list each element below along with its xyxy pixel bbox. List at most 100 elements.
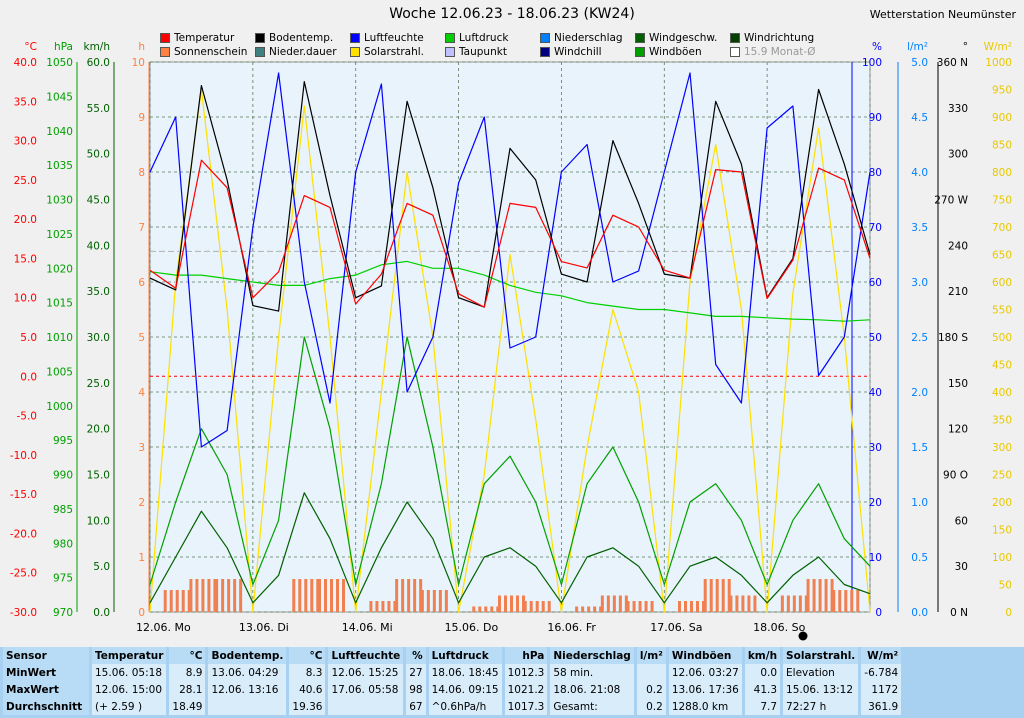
axis-tick-label: 350 (992, 415, 1012, 427)
sunshine-bar (812, 579, 816, 612)
axis-tick-label: 0 (875, 607, 882, 619)
sunshine-bar (381, 601, 385, 612)
axis-tick-label: 90 O (943, 470, 968, 482)
stats-value: 98 (406, 681, 429, 698)
sunshine-bar (227, 579, 231, 612)
legend-swatch (635, 46, 645, 57)
stats-cell: Gesamt: (550, 698, 637, 715)
axis-tick-label: 45.0 (87, 195, 110, 207)
axis-tick-label: 330 (948, 103, 968, 115)
stats-cell: 12.06. 15:00 (92, 681, 170, 698)
sunshine-bar (678, 601, 681, 612)
axis-tick-label: 50 (869, 332, 882, 344)
axis-tick-label: 0 (138, 607, 145, 619)
axis-tick-label: 1050 (46, 57, 73, 69)
axis-tick-label: 150 (992, 525, 1012, 537)
sunshine-bar (375, 601, 379, 612)
stats-value: 1012.3 (504, 664, 551, 681)
sunshine-bar (702, 601, 705, 612)
sunshine-bar (786, 595, 790, 612)
axis-tick-label: 1000 (46, 401, 73, 413)
legend-label: Bodentemp. (269, 31, 334, 44)
stats-cell: Elevation (783, 664, 862, 681)
sunshine-bar (741, 595, 745, 612)
axis-tick-label: 4.5 (911, 112, 928, 124)
legend-swatch (445, 32, 455, 43)
axis-tick-label: 600 (992, 277, 1012, 289)
axis-tick-label: 30 (955, 561, 968, 573)
legend-label: Taupunkt (459, 45, 507, 58)
sunshine-bar (547, 601, 551, 612)
day-label: 16.06. Fr (547, 621, 596, 634)
axis-tick-label: 300 (948, 149, 968, 161)
axis-tick-label: 0 (1005, 607, 1012, 619)
sunshine-bar (593, 606, 597, 612)
sunshine-bar (844, 590, 848, 612)
sunshine-bar (181, 590, 185, 612)
stats-row-avg: Durchschnitt (+ 2.59 ) 18.49 19.36 67 ^0.… (3, 698, 905, 715)
sunshine-bar (735, 595, 739, 612)
day-label: 12.06. Mo (136, 621, 191, 634)
stats-cell: 18.06. 18:45 (428, 664, 505, 681)
axis-tick-label: 8 (138, 167, 145, 179)
stats-cell: 12.06. 15:25 (328, 664, 407, 681)
legend-label: Luftfeuchte (364, 31, 424, 44)
axis-tick-label: 70 (869, 222, 882, 234)
legend-item: Sonnenschein (160, 45, 255, 58)
stats-cell: 15.06. 13:12 (783, 681, 862, 698)
axis-tick-label: 150 (948, 378, 968, 390)
axis-tick-label: 100 (862, 57, 882, 69)
series-bodentemp-line (149, 81, 871, 312)
stats-cell: 1288.0 km (668, 698, 745, 715)
stats-cell: 17.06. 05:58 (328, 681, 407, 698)
axis-unit-label: km/h (83, 41, 110, 53)
sunshine-bar (387, 601, 391, 612)
axis-tick-label: 500 (992, 332, 1012, 344)
stats-header: Windböen (668, 647, 745, 664)
stats-header: Temperatur (92, 647, 170, 664)
legend-item: Windböen (635, 45, 730, 58)
sunshine-bar (747, 595, 751, 612)
axis-tick-label: 20.0 (14, 214, 37, 226)
axis-unit-label: ° (963, 41, 968, 53)
chart-title: Woche 12.06.23 - 18.06.23 (KW24) (389, 6, 635, 22)
sunshine-bar (523, 601, 527, 612)
sunshine-bar (432, 590, 436, 612)
legend-item: Luftdruck (445, 31, 540, 44)
axis-tick-label: 270 W (934, 195, 968, 207)
stats-value: 19.36 (289, 698, 329, 715)
legend-label: Windböen (649, 45, 702, 58)
sunshine-bar (529, 601, 533, 612)
sunshine-bar (201, 579, 205, 612)
sunshine-bar (510, 595, 513, 612)
sunshine-bar (600, 595, 604, 612)
day-label: 17.06. Sa (650, 621, 702, 634)
stats-value: 67 (406, 698, 429, 715)
axis-tick-label: 60 (955, 515, 968, 527)
sunshine-bar (587, 606, 591, 612)
stats-header-row: Sensor Temperatur °C Bodentemp. °C Luftfeu… (3, 647, 905, 664)
legend-swatch (350, 32, 360, 43)
stats-header: Luftdruck (428, 647, 505, 664)
day-label: 14.06. Mi (342, 621, 393, 634)
axis-tick-label: 5.0 (911, 57, 928, 69)
stats-value: 28.1 (169, 681, 209, 698)
axis-tick-label: 60 (869, 277, 882, 289)
axis-tick-label: 15.0 (14, 253, 37, 265)
sunshine-bar (838, 590, 842, 612)
sunshine-bar (233, 579, 237, 612)
sunshine-bar (632, 601, 636, 612)
sunshine-bar (690, 601, 693, 612)
stats-header: Niederschlag (550, 647, 637, 664)
legend-swatch (255, 32, 265, 43)
axis-tick-label: 20 (869, 497, 882, 509)
sunshine-bar (444, 590, 448, 612)
axis-tick-label: 210 (948, 286, 968, 298)
axis-unit-label: °C (24, 41, 37, 53)
sunshine-bar (498, 595, 501, 612)
axis-tick-label: -25.0 (10, 568, 37, 580)
sunshine-bar (792, 595, 796, 612)
axis-tick-label: 975 (53, 573, 73, 585)
sunshine-bar (189, 579, 193, 612)
legend-label: Windchill (554, 45, 602, 58)
